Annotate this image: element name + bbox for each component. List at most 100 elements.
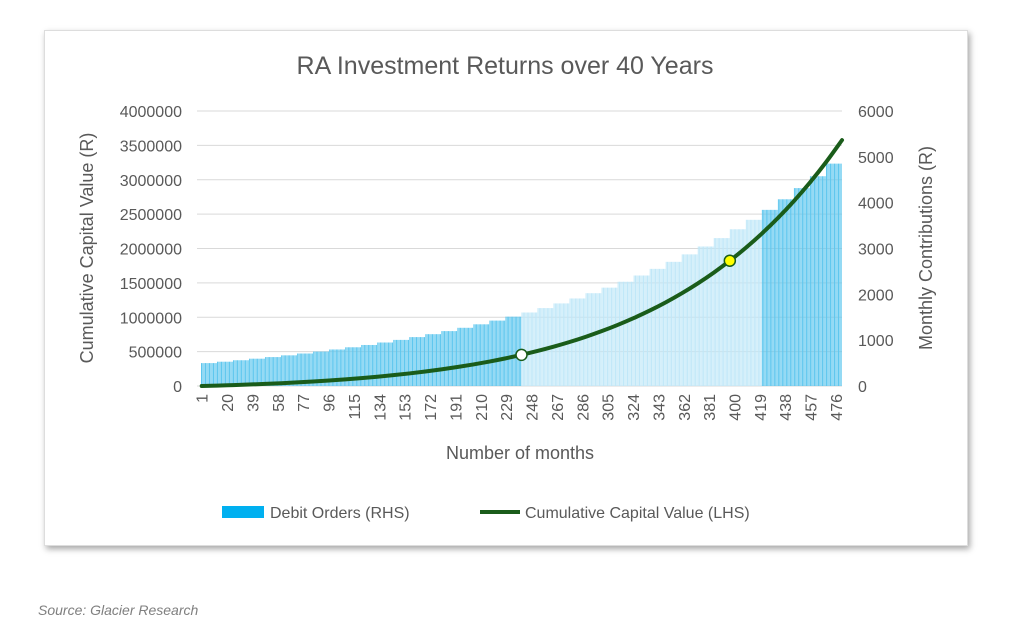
contribution-bar <box>294 355 296 386</box>
left-tick-label: 1500000 <box>120 276 182 293</box>
contribution-bar <box>667 261 669 386</box>
contribution-bar <box>393 339 395 386</box>
contribution-bar <box>322 351 324 386</box>
contribution-bar <box>221 361 223 386</box>
contribution-bar <box>331 349 333 386</box>
contribution-bar <box>422 337 424 386</box>
contribution-bar <box>602 287 604 386</box>
contribution-bar <box>307 353 309 386</box>
contribution-bar <box>512 316 514 386</box>
right-tick-label: 3000 <box>858 242 894 259</box>
contribution-bar <box>357 347 359 386</box>
contribution-bar <box>828 163 830 386</box>
contribution-bar <box>576 298 578 386</box>
contribution-bar <box>787 199 789 386</box>
contribution-bar <box>580 298 582 386</box>
contribution-bar <box>489 320 491 386</box>
contribution-bar <box>618 281 620 386</box>
contribution-bar <box>631 281 632 386</box>
contribution-bar <box>488 324 490 386</box>
contribution-bar <box>781 199 783 386</box>
contribution-bar <box>704 246 706 386</box>
contribution-bar <box>755 219 757 386</box>
contribution-bar <box>652 268 654 386</box>
right-tick-label: 5000 <box>858 150 894 167</box>
contribution-bar <box>438 334 440 386</box>
contribution-bar <box>397 339 399 386</box>
contribution-bar <box>716 238 718 386</box>
contribution-bar <box>785 199 787 386</box>
contribution-bar <box>741 229 743 386</box>
contribution-bar <box>497 320 499 386</box>
contribution-bar <box>594 293 596 386</box>
contribution-bar <box>303 353 305 386</box>
contribution-bar <box>325 351 327 386</box>
contribution-bar <box>209 363 210 386</box>
left-tick-label: 500000 <box>129 345 182 362</box>
contribution-bar <box>504 320 506 386</box>
contribution-bar <box>434 334 436 386</box>
contribution-bar <box>210 363 212 386</box>
contribution-bar <box>509 316 511 386</box>
contribution-bar <box>538 308 540 386</box>
contribution-bar <box>676 261 678 386</box>
contribution-bar <box>353 347 355 386</box>
contribution-bar <box>468 327 470 386</box>
contribution-bar <box>684 254 686 386</box>
contribution-bar <box>653 268 655 386</box>
contribution-bar <box>669 261 671 386</box>
contribution-bar <box>732 229 734 386</box>
contribution-bar <box>366 344 368 386</box>
contribution-bar <box>402 339 404 386</box>
contribution-bar <box>454 331 456 386</box>
contribution-bar <box>326 351 328 386</box>
contribution-bar <box>534 312 536 386</box>
contribution-bar <box>275 357 277 386</box>
contribution-bar <box>470 327 472 386</box>
contribution-bar <box>409 337 411 386</box>
x-tick-label: 457 <box>804 394 821 421</box>
contribution-bar <box>793 188 795 386</box>
contribution-bar <box>598 293 600 386</box>
contribution-bar <box>836 163 838 386</box>
x-tick-label: 96 <box>322 394 339 412</box>
contribution-bar <box>345 347 347 386</box>
contribution-bar <box>321 351 323 386</box>
contribution-bar <box>829 163 831 386</box>
contribution-bar <box>723 238 725 386</box>
contribution-bar <box>382 342 384 386</box>
contribution-bar <box>385 342 387 386</box>
contribution-bar <box>655 268 657 386</box>
contribution-bar <box>297 353 299 386</box>
contribution-bar <box>335 349 337 386</box>
contribution-bar <box>338 349 340 386</box>
contribution-bar <box>601 287 603 386</box>
contribution-bar <box>683 254 685 386</box>
line-marker <box>515 348 528 362</box>
contribution-bar <box>432 334 434 386</box>
contribution-bar <box>339 349 341 386</box>
x-tick-label: 134 <box>372 394 389 421</box>
contribution-bar <box>773 209 775 386</box>
contribution-bar <box>405 339 407 386</box>
contribution-bar <box>604 287 606 386</box>
contribution-bar <box>313 351 315 386</box>
contribution-bar <box>791 199 793 386</box>
contribution-bar <box>474 324 476 386</box>
contribution-bar <box>441 331 443 386</box>
contribution-bar <box>414 337 416 386</box>
contribution-bar <box>295 355 297 386</box>
contribution-bar <box>302 353 304 386</box>
contribution-bar <box>254 358 256 386</box>
contribution-bar <box>442 331 444 386</box>
source-note: Source: Glacier Research <box>38 602 199 618</box>
contribution-bar <box>362 344 364 386</box>
contribution-bar <box>756 219 758 386</box>
contribution-bar <box>231 361 233 386</box>
contribution-bar <box>745 219 747 386</box>
contribution-bar <box>266 357 268 386</box>
contribution-bar <box>460 327 462 386</box>
x-tick-label: 286 <box>575 394 592 421</box>
contribution-bar <box>735 229 737 386</box>
